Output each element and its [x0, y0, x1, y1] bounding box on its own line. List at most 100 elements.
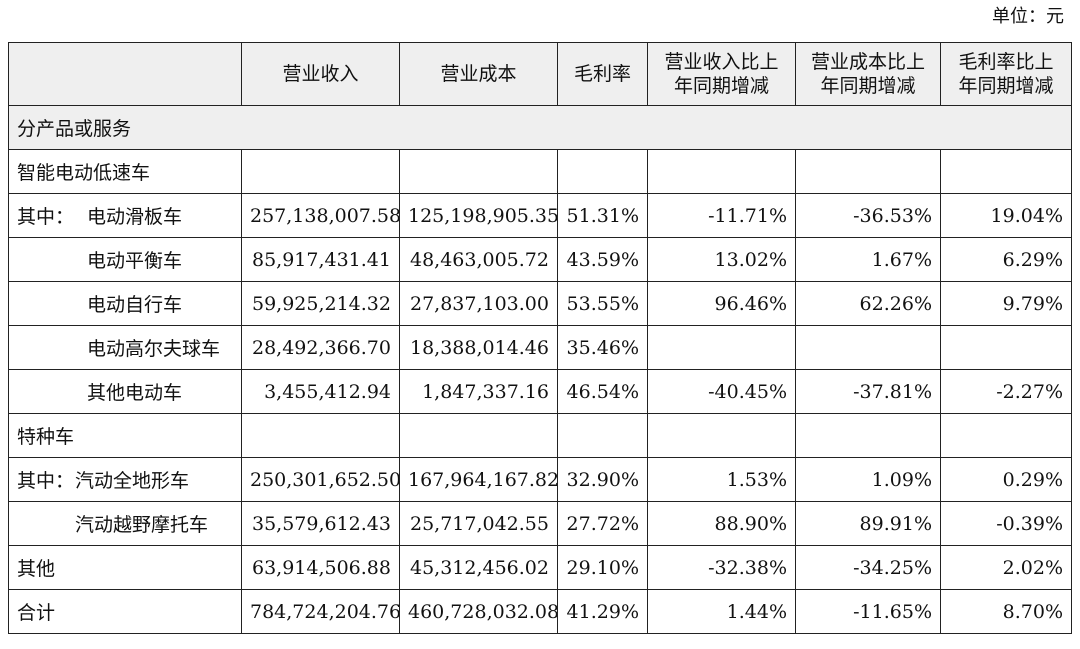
header-cost-change-line-1: 营业成本比上: [810, 51, 925, 73]
cell-margin-change: -2.27%: [940, 369, 1072, 414]
cell-margin-change: 19.04%: [940, 193, 1072, 238]
cell-margin: 29.10%: [557, 545, 648, 590]
cell-cost-change: -11.65%: [795, 589, 941, 634]
row-name-text: 汽动越野摩托车: [75, 514, 209, 536]
cell-margin: 32.90%: [557, 457, 648, 502]
revenue-by-product-table: 营业收入 营业成本 毛利率 营业收入比上 年同期增减 营业成本比上 年同期增减 …: [8, 42, 1072, 634]
header-cost-change: 营业成本比上 年同期增减: [795, 42, 941, 106]
row-name-text: 其他电动车: [87, 382, 183, 404]
header-margin-change-line-2: 年同期增减: [958, 75, 1054, 97]
cell-revenue-change: -40.45%: [647, 369, 796, 414]
cell-margin: 27.72%: [557, 501, 648, 546]
table-row: 电动自行车 59,925,214.32 27,837,103.00 53.55%…: [8, 281, 1072, 326]
header-revenue: 营业收入: [241, 42, 400, 106]
cell-cost-change: -34.25%: [795, 545, 941, 590]
header-margin-change: 毛利率比上 年同期增减: [940, 42, 1072, 106]
cell-cost-change: -36.53%: [795, 193, 941, 238]
cell-cost: 48,463,005.72: [399, 237, 558, 282]
row-name: 电动高尔夫球车: [8, 325, 242, 370]
table-header-row: 营业收入 营业成本 毛利率 营业收入比上 年同期增减 营业成本比上 年同期增减 …: [8, 42, 1072, 106]
cell-revenue-change: 13.02%: [647, 237, 796, 282]
row-prefix: 其中：: [17, 206, 75, 228]
cell-margin: 35.46%: [557, 325, 648, 370]
cell-cost: 18,388,014.46: [399, 325, 558, 370]
row-name: 电动自行车: [8, 281, 242, 326]
cell-margin: 41.29%: [557, 589, 648, 634]
section-label: 分产品或服务: [8, 105, 1072, 150]
cell-margin-change: 0.29%: [940, 457, 1072, 502]
cell-margin: 46.54%: [557, 369, 648, 414]
cell-margin: 53.55%: [557, 281, 648, 326]
cell-cost-change: 1.67%: [795, 237, 941, 282]
group-row: 智能电动低速车: [8, 149, 1072, 194]
cell-margin-change: [940, 325, 1072, 370]
cell-revenue: 784,724,204.76: [241, 589, 400, 634]
cell-margin: 51.31%: [557, 193, 648, 238]
cell-revenue: 35,579,612.43: [241, 501, 400, 546]
header-cost-change-line-2: 年同期增减: [820, 75, 916, 97]
row-name-text: 电动自行车: [87, 294, 183, 316]
row-name-text: 电动滑板车: [87, 206, 183, 228]
total-row: 合计 784,724,204.76 460,728,032.08 41.29% …: [8, 589, 1072, 634]
cell-revenue: 28,492,366.70: [241, 325, 400, 370]
table-row: 电动平衡车 85,917,431.41 48,463,005.72 43.59%…: [8, 237, 1072, 282]
cell-revenue: 250,301,652.50: [241, 457, 400, 502]
group-row: 特种车: [8, 413, 1072, 458]
row-name: 电动平衡车: [8, 237, 242, 282]
header-revenue-change-line-2: 年同期增减: [673, 75, 769, 97]
cell-cost: 45,312,456.02: [399, 545, 558, 590]
cell-cost: 1,847,337.16: [399, 369, 558, 414]
cell-cost-change: [795, 325, 941, 370]
cell-cost: 27,837,103.00: [399, 281, 558, 326]
cell-margin-change: 9.79%: [940, 281, 1072, 326]
cell-revenue-change: 1.53%: [647, 457, 796, 502]
unit-label: 单位：元: [992, 6, 1064, 27]
row-prefix: 其中：: [17, 470, 75, 492]
header-margin-change-line-1: 毛利率比上: [958, 51, 1054, 73]
cell-revenue-change: 96.46%: [647, 281, 796, 326]
cell-revenue-change: -32.38%: [647, 545, 796, 590]
cell-revenue: 59,925,214.32: [241, 281, 400, 326]
row-name: 其中：汽动全地形车: [8, 457, 242, 502]
table-row: 电动高尔夫球车 28,492,366.70 18,388,014.46 35.4…: [8, 325, 1072, 370]
cell-cost-change: 89.91%: [795, 501, 941, 546]
cell-margin-change: 6.29%: [940, 237, 1072, 282]
cell-cost-change: -37.81%: [795, 369, 941, 414]
cell-revenue: 257,138,007.58: [241, 193, 400, 238]
row-name: 其中： 电动滑板车: [8, 193, 242, 238]
row-name-text: 电动高尔夫球车: [87, 338, 221, 360]
table-row: 其他电动车 3,455,412.94 1,847,337.16 46.54% -…: [8, 369, 1072, 414]
group-label: 特种车: [8, 413, 242, 458]
row-name-text: 汽动全地形车: [75, 470, 190, 492]
cell-cost-change: 62.26%: [795, 281, 941, 326]
section-row: 分产品或服务: [8, 105, 1072, 150]
row-name: 汽动越野摩托车: [8, 501, 242, 546]
header-name: [8, 42, 242, 106]
cell-cost: 25,717,042.55: [399, 501, 558, 546]
row-name-text: 电动平衡车: [87, 250, 183, 272]
cell-cost: 167,964,167.82: [399, 457, 558, 502]
table-row: 汽动越野摩托车 35,579,612.43 25,717,042.55 27.7…: [8, 501, 1072, 546]
row-name: 合计: [8, 589, 242, 634]
row-name: 其他电动车: [8, 369, 242, 414]
cell-revenue-change: 88.90%: [647, 501, 796, 546]
cell-revenue: 63,914,506.88: [241, 545, 400, 590]
cell-revenue-change: [647, 325, 796, 370]
cell-margin-change: -0.39%: [940, 501, 1072, 546]
cell-margin: 43.59%: [557, 237, 648, 282]
header-revenue-change: 营业收入比上 年同期增减: [647, 42, 796, 106]
cell-revenue-change: -11.71%: [647, 193, 796, 238]
header-revenue-change-line-1: 营业收入比上: [664, 51, 779, 73]
header-cost: 营业成本: [399, 42, 558, 106]
cell-margin-change: 2.02%: [940, 545, 1072, 590]
cell-revenue-change: 1.44%: [647, 589, 796, 634]
table-row: 其他 63,914,506.88 45,312,456.02 29.10% -3…: [8, 545, 1072, 590]
cell-cost: 460,728,032.08: [399, 589, 558, 634]
cell-cost-change: 1.09%: [795, 457, 941, 502]
cell-cost: 125,198,905.35: [399, 193, 558, 238]
group-label: 智能电动低速车: [8, 149, 242, 194]
cell-revenue: 3,455,412.94: [241, 369, 400, 414]
cell-revenue: 85,917,431.41: [241, 237, 400, 282]
header-margin: 毛利率: [557, 42, 648, 106]
table-row: 其中：汽动全地形车 250,301,652.50 167,964,167.82 …: [8, 457, 1072, 502]
